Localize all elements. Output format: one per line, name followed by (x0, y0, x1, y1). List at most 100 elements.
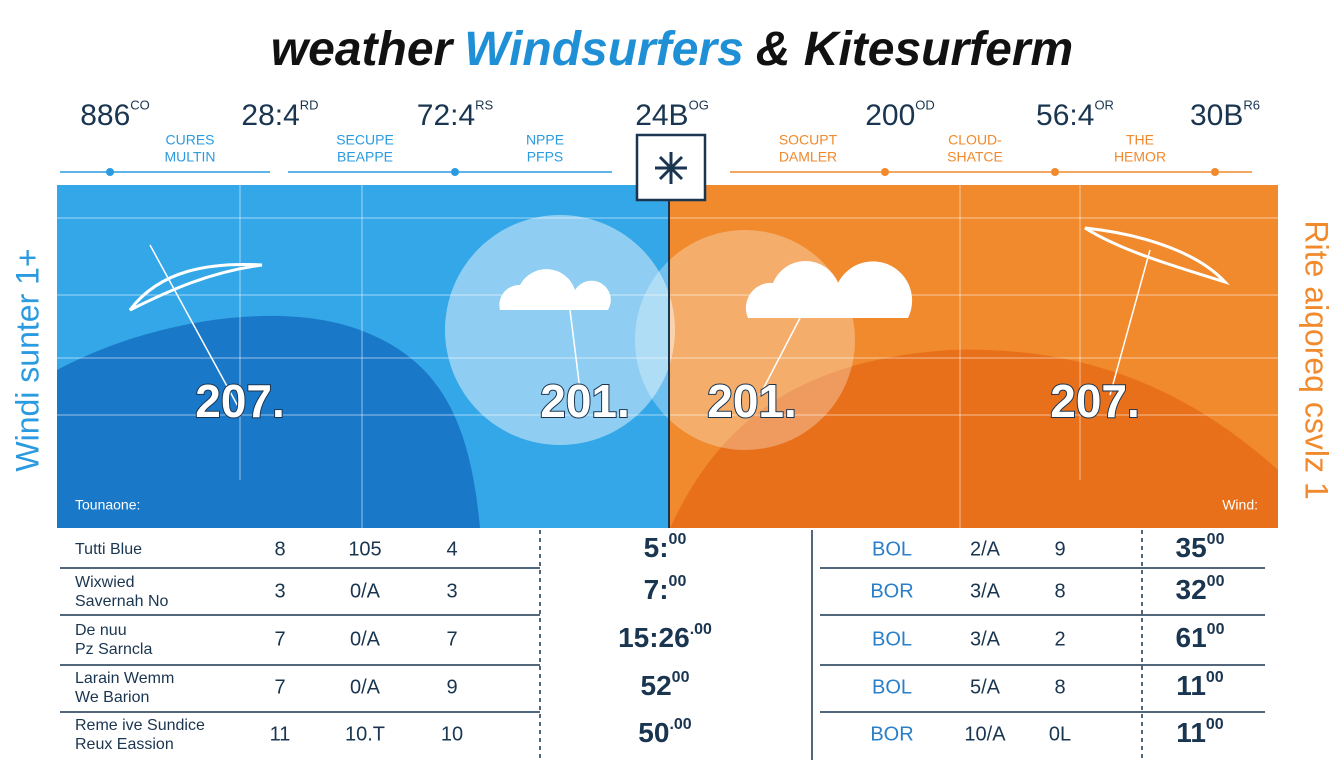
stat: 24BOG (635, 98, 709, 132)
total-value-sup: 00 (1206, 669, 1224, 686)
cell: 7 (274, 628, 285, 650)
cell: 9 (1054, 538, 1065, 560)
total-value: 1100 (1176, 669, 1224, 701)
total-value: 3500 (1176, 531, 1225, 563)
cell: 11 (270, 723, 291, 745)
total-value: 6100 (1176, 621, 1225, 653)
cell: 0/A (350, 676, 381, 698)
stat-sup: OR (1094, 98, 1114, 113)
center-value-main: 7: (644, 574, 669, 605)
cell: 8 (1054, 580, 1065, 602)
cell: 9 (446, 676, 457, 698)
stat-main: 200 (865, 99, 915, 132)
center-value-sup: .00 (669, 716, 691, 733)
row-name: We Barion (75, 689, 149, 706)
stat-label: PFPS (527, 149, 564, 165)
row-name: Reux Eassion (75, 736, 174, 753)
cell: 3 (446, 580, 457, 602)
stat-label: BEAPPE (337, 149, 393, 165)
center-value-sup: 00 (669, 573, 687, 590)
stat-label: HEMOR (1114, 149, 1166, 165)
center-value: 50.00 (638, 716, 692, 748)
stat: 28:4RD (241, 98, 318, 132)
center-value: 7:00 (644, 573, 687, 605)
row-name: Larain Wemm (75, 670, 174, 687)
stat-sup: R6 (1243, 98, 1260, 113)
stat-main: 28:4 (241, 99, 299, 132)
clouds (499, 260, 913, 318)
side-label: Windi sunter 1+ (9, 248, 45, 471)
icon (655, 152, 687, 184)
center-value-sup: 00 (672, 669, 690, 686)
stat-label: CURES (165, 132, 214, 148)
wave (57, 315, 480, 528)
row-name: Pz Sarncla (75, 641, 152, 658)
stat-sup: RS (475, 98, 493, 113)
stat-main: 24B (635, 99, 688, 132)
stat: 886CO (80, 98, 150, 132)
title-part: Windsurfers (464, 23, 744, 76)
cell: 4 (446, 538, 457, 560)
center-value-sup: 00 (669, 531, 687, 548)
cell: 0/A (350, 580, 381, 602)
side-label: Rite aiqoreq csvlz 1 (1299, 220, 1335, 499)
cell: 8 (1054, 676, 1065, 698)
total-value-main: 11 (1176, 670, 1206, 701)
cell: 0L (1049, 723, 1071, 745)
stat-sup: OG (689, 98, 709, 113)
center-value-sup: .00 (690, 621, 712, 638)
cell: BOL (872, 628, 912, 650)
stat-main: 30B (1190, 99, 1243, 132)
total-value-main: 35 (1176, 532, 1207, 563)
stat-label: NPPE (526, 132, 564, 148)
glow (445, 215, 675, 445)
reading: 207. (1050, 375, 1140, 427)
center-value: 5200 (641, 669, 690, 701)
center-value: 5:00 (644, 531, 687, 563)
center-value-main: 15:26 (618, 622, 690, 653)
table-lines (60, 530, 1265, 760)
total-value: 1100 (1176, 716, 1224, 748)
total-value-sup: 00 (1207, 621, 1225, 638)
row-name: Savernah No (75, 593, 168, 610)
stat-sup: OD (915, 98, 935, 113)
grid (57, 185, 1278, 528)
reading: 207. (195, 375, 285, 427)
total-value-main: 11 (1176, 717, 1206, 748)
cell: BOR (870, 580, 913, 602)
center-value-main: 5: (644, 532, 669, 563)
total-value-sup: 00 (1207, 531, 1225, 548)
cell: 5/A (970, 676, 1001, 698)
reading: 201. (540, 375, 630, 427)
cell: 10.T (345, 723, 385, 745)
total-value: 3200 (1176, 573, 1225, 605)
title-part: weather (271, 23, 455, 76)
panel (57, 185, 1278, 528)
stat-label: DAMLER (779, 149, 837, 165)
center-value-main: 52 (641, 670, 672, 701)
row-name: Reme ive Sundice (75, 717, 205, 734)
cell: 0/A (350, 628, 381, 650)
title-part: & Kitesurferm (756, 23, 1073, 76)
row-name: Tutti Blue (75, 541, 142, 558)
corner-label: Wind: (1222, 497, 1258, 513)
stat: 200OD (865, 98, 935, 132)
stat: 56:4OR (1036, 98, 1114, 132)
title: weather Windsurfers & Kitesurferm (271, 23, 1073, 76)
total-value-main: 32 (1176, 574, 1207, 605)
stat-main: 56:4 (1036, 99, 1094, 132)
stat-label: SECUPE (336, 132, 394, 148)
stat: 72:4RS (417, 98, 494, 132)
cell: 7 (274, 676, 285, 698)
total-value-main: 61 (1176, 622, 1207, 653)
stat-label: MULTIN (164, 149, 215, 165)
stat-sup: RD (300, 98, 319, 113)
stat-main: 886 (80, 99, 130, 132)
cell: 3/A (970, 580, 1001, 602)
total-value-sup: 00 (1206, 716, 1224, 733)
row-name: Wixwied (75, 574, 135, 591)
stat-sup: CO (130, 98, 150, 113)
cell: 8 (274, 538, 285, 560)
